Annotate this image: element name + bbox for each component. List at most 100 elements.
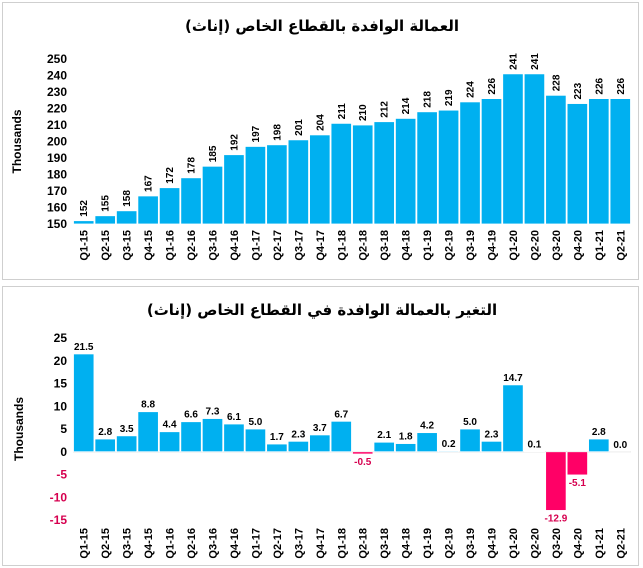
chart2-bar-Q2-16 xyxy=(180,421,202,453)
chart2-xtick-Q4-15: Q4-15 xyxy=(143,528,155,559)
chart1-bar-Q1-20 xyxy=(502,73,524,225)
chart1-xtick-Q1-15: Q1-15 xyxy=(79,230,91,261)
chart2-datalabel-Q4-18: 1.8 xyxy=(399,432,413,443)
chart1-xtick-Q1-16: Q1-16 xyxy=(165,230,177,261)
chart1-datalabel-Q2-16: 178 xyxy=(187,157,198,174)
chart-female-expat-workers: العمالة الوافدة بالقطاع الخاص (إناث) Thou… xyxy=(10,17,631,261)
chart2-bar-Q4-18 xyxy=(395,443,417,453)
chart1-bar-Q1-18 xyxy=(330,122,352,225)
chart2-datalabel-Q4-15: 8.8 xyxy=(141,400,155,411)
chart1-datalabel-Q1-17: 197 xyxy=(251,125,262,142)
chart1-bar-Q3-18 xyxy=(373,121,395,225)
chart2-datalabel-Q2-19: 0.2 xyxy=(442,439,456,450)
chart2-ytick-3: 0 xyxy=(60,445,67,459)
chart1-datalabel-Q4-17: 204 xyxy=(315,114,326,131)
chart1-xtick-Q2-15: Q2-15 xyxy=(100,230,112,261)
chart2-xtick-Q4-20: Q4-20 xyxy=(572,528,584,559)
chart2-bar-Q3-19 xyxy=(459,428,481,453)
chart2-xtick-Q3-20: Q3-20 xyxy=(551,528,563,559)
chart2-xtick-Q1-18: Q1-18 xyxy=(336,528,348,559)
chart2-xtick-Q3-19: Q3-19 xyxy=(465,528,477,559)
chart2-datalabel-Q1-16: 4.4 xyxy=(163,420,177,431)
chart1-bar-Q1-16 xyxy=(158,187,181,225)
chart2-ytick-2: -5 xyxy=(56,468,67,482)
chart1-bar-Q3-16 xyxy=(201,165,224,225)
chart1-bar-Q3-15 xyxy=(116,210,138,225)
chart1-datalabel-Q4-18: 214 xyxy=(401,97,412,114)
chart2-datalabel-Q4-16: 6.1 xyxy=(227,412,241,423)
chart2-bar-Q4-17 xyxy=(309,434,331,453)
chart2-datalabel-Q3-20: -12.9 xyxy=(544,513,567,524)
chart2-xtick-Q3-17: Q3-17 xyxy=(293,528,305,559)
chart1-xtick-Q1-20: Q1-20 xyxy=(508,230,520,261)
chart1-datalabel-Q4-19: 226 xyxy=(487,77,498,94)
chart2-xtick-Q1-20: Q1-20 xyxy=(508,528,520,559)
chart1-bar-Q2-16 xyxy=(180,177,202,225)
chart2-datalabel-Q2-17: 1.7 xyxy=(270,432,284,443)
chart2-bar-Q3-15 xyxy=(116,435,138,453)
chart2-bar-Q1-21 xyxy=(588,438,610,453)
chart1-xtick-Q4-19: Q4-19 xyxy=(487,230,499,261)
chart1-bar-Q2-21 xyxy=(609,98,631,225)
chart2-datalabel-Q4-17: 3.7 xyxy=(313,423,327,434)
chart2-xtick-Q1-19: Q1-19 xyxy=(422,528,434,559)
chart2-datalabel-Q3-17: 2.3 xyxy=(291,429,305,440)
chart1-xtick-Q2-16: Q2-16 xyxy=(186,230,198,261)
chart2-datalabel-Q2-18: -0.5 xyxy=(354,457,372,468)
chart2-ytick-1: -10 xyxy=(50,490,68,504)
chart2-xtick-Q2-20: Q2-20 xyxy=(529,528,541,559)
chart1-datalabel-Q2-17: 198 xyxy=(272,124,283,141)
chart1-bar-Q3-17 xyxy=(287,139,309,225)
chart1-ytick-3: 180 xyxy=(47,168,67,182)
chart2-bar-Q1-16 xyxy=(158,431,181,453)
chart1-ytick-0: 150 xyxy=(47,217,67,231)
chart1-xtick-Q3-18: Q3-18 xyxy=(379,230,391,261)
chart1-bar-Q4-17 xyxy=(309,134,331,225)
chart2-ytick-6: 15 xyxy=(54,377,68,391)
chart1-bar-Q1-21 xyxy=(588,98,610,225)
chart2-xtick-Q4-17: Q4-17 xyxy=(315,528,327,559)
chart1-ytick-1: 160 xyxy=(47,201,67,215)
chart1-datalabel-Q1-18: 211 xyxy=(337,103,348,120)
chart1-bar-Q4-16 xyxy=(223,154,245,225)
chart1-datalabel-Q2-20: 241 xyxy=(530,53,541,70)
chart2-datalabel-Q3-15: 3.5 xyxy=(120,424,134,435)
chart1-datalabel-Q1-20: 241 xyxy=(508,53,519,70)
chart-panel-female-workers: العمالة الوافدة بالقطاع الخاص (إناث) Thou… xyxy=(2,2,639,280)
chart2-xtick-Q1-17: Q1-17 xyxy=(250,528,262,559)
chart2-datalabel-Q2-15: 2.8 xyxy=(98,427,112,438)
chart1-datalabel-Q3-17: 201 xyxy=(294,119,305,136)
chart2-bar-Q1-18 xyxy=(330,420,352,453)
chart1-ytick-10: 250 xyxy=(47,52,67,66)
chart1-bar-Q2-18 xyxy=(352,124,374,225)
chart-panel-change-female-workers: التغير بالعمالة الوافدة في القطاع الخاص … xyxy=(2,286,639,566)
chart2-xtick-Q2-21: Q2-21 xyxy=(615,528,627,559)
chart2-title: التغير بالعمالة الوافدة في القطاع الخاص … xyxy=(147,301,497,319)
chart1-bar-Q4-15 xyxy=(137,195,159,225)
chart1-xtick-Q3-19: Q3-19 xyxy=(465,230,477,261)
chart1-bar-Q4-18 xyxy=(395,118,417,225)
chart2-xtick-Q2-18: Q2-18 xyxy=(358,528,370,559)
chart1-bar-Q2-19 xyxy=(437,109,460,225)
chart1-ytick-2: 170 xyxy=(47,184,67,198)
chart2-bar-Q3-20 xyxy=(545,451,567,511)
chart2-xtick-Q2-19: Q2-19 xyxy=(444,528,456,559)
chart1-xtick-Q1-21: Q1-21 xyxy=(594,230,606,261)
chart2-bar-Q4-15 xyxy=(137,411,159,453)
chart2-bar-Q1-19 xyxy=(416,432,438,453)
chart1-datalabel-Q2-18: 210 xyxy=(358,104,369,121)
chart2-datalabel-Q4-19: 2.3 xyxy=(485,429,499,440)
chart2-bar-Q3-18 xyxy=(373,441,395,453)
chart1-xtick-Q2-19: Q2-19 xyxy=(444,230,456,261)
chart1-bar-Q1-17 xyxy=(244,146,267,225)
chart2-xtick-Q1-16: Q1-16 xyxy=(165,528,177,559)
chart1-xtick-Q4-16: Q4-16 xyxy=(229,230,241,261)
chart2-datalabel-Q1-21: 2.8 xyxy=(592,427,606,438)
chart1-ytick-9: 240 xyxy=(47,69,67,83)
chart1-datalabel-Q3-20: 228 xyxy=(551,74,562,91)
chart2-xtick-Q3-15: Q3-15 xyxy=(122,528,134,559)
chart1-datalabel-Q4-20: 223 xyxy=(573,82,584,99)
chart-change-female-expat-workers: التغير بالعمالة الوافدة في القطاع الخاص … xyxy=(12,301,631,559)
chart1-datalabel-Q1-19: 218 xyxy=(423,91,434,108)
chart1-datalabel-Q3-18: 212 xyxy=(380,101,391,118)
